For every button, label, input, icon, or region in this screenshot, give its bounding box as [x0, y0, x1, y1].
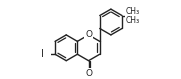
Text: O: O [85, 69, 92, 78]
Text: N: N [126, 11, 132, 20]
Text: CH₃: CH₃ [126, 7, 140, 16]
Text: I: I [41, 49, 44, 59]
Text: CH₃: CH₃ [126, 16, 140, 25]
Text: O: O [85, 30, 92, 39]
